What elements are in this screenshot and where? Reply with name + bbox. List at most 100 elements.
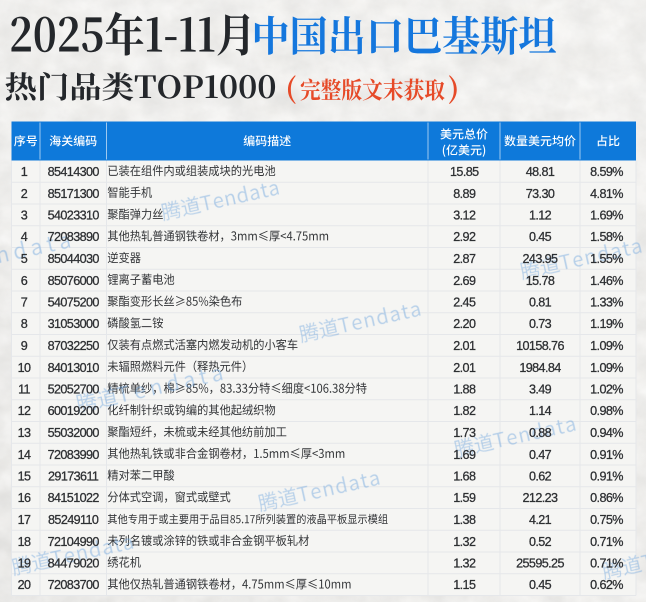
svg-text:2.01: 2.01 [453, 361, 476, 375]
svg-text:0.62: 0.62 [529, 470, 552, 484]
svg-text:84151022: 84151022 [48, 491, 100, 505]
svg-text:84013010: 84013010 [48, 361, 100, 375]
svg-text:85171300: 85171300 [48, 187, 100, 201]
svg-text:1.32: 1.32 [453, 557, 476, 571]
svg-text:2.92: 2.92 [453, 230, 476, 244]
svg-text:0.91%: 0.91% [590, 448, 623, 462]
svg-text:31053000: 31053000 [48, 317, 100, 331]
svg-text:1.15: 1.15 [453, 578, 476, 592]
svg-text:13: 13 [18, 426, 31, 440]
svg-text:6: 6 [21, 274, 28, 288]
svg-text:18: 18 [18, 535, 31, 549]
svg-text:85249110: 85249110 [48, 513, 99, 527]
svg-text:3.12: 3.12 [453, 209, 476, 223]
svg-text:11: 11 [18, 383, 30, 397]
svg-text:1.88: 1.88 [453, 383, 476, 397]
svg-text:2.01: 2.01 [453, 339, 476, 353]
svg-text:72104990: 72104990 [48, 535, 100, 549]
svg-text:10: 10 [18, 361, 31, 375]
svg-text:12: 12 [18, 404, 31, 418]
svg-text:4.81%: 4.81% [590, 187, 623, 201]
svg-text:2.87: 2.87 [453, 252, 476, 266]
svg-text:7: 7 [21, 296, 28, 310]
svg-text:1: 1 [21, 165, 28, 179]
svg-text:3.49: 3.49 [529, 383, 552, 397]
svg-text:1.46%: 1.46% [590, 274, 623, 288]
svg-text:52052700: 52052700 [48, 383, 100, 397]
svg-text:73.30: 73.30 [526, 187, 555, 201]
svg-text:1.32: 1.32 [453, 535, 476, 549]
svg-text:2.20: 2.20 [453, 317, 476, 331]
svg-text:8: 8 [21, 317, 28, 331]
svg-text:85414300: 85414300 [48, 165, 100, 179]
svg-text:25595.25: 25595.25 [516, 557, 564, 571]
svg-text:0.45: 0.45 [529, 230, 552, 244]
svg-text:17: 17 [18, 513, 31, 527]
svg-text:15.85: 15.85 [450, 165, 479, 179]
svg-text:1.58%: 1.58% [590, 230, 623, 244]
svg-text:29173611: 29173611 [48, 470, 99, 484]
svg-text:72083890: 72083890 [48, 230, 100, 244]
svg-text:0.52: 0.52 [529, 535, 552, 549]
svg-text:72083990: 72083990 [48, 448, 100, 462]
svg-text:1.59: 1.59 [453, 491, 476, 505]
svg-text:4: 4 [21, 230, 28, 244]
svg-text:3: 3 [21, 209, 28, 223]
svg-text:0.71%: 0.71% [590, 535, 623, 549]
svg-text:48.81: 48.81 [526, 165, 555, 179]
svg-text:8.59%: 8.59% [590, 165, 623, 179]
svg-text:1.55%: 1.55% [590, 252, 623, 266]
svg-text:0.81: 0.81 [529, 296, 552, 310]
svg-text:0.94%: 0.94% [590, 426, 623, 440]
svg-text:60019200: 60019200 [48, 404, 100, 418]
svg-text:16: 16 [18, 491, 31, 505]
svg-text:1984.84: 1984.84 [519, 361, 561, 375]
svg-text:72083700: 72083700 [48, 578, 100, 592]
svg-text:1.73: 1.73 [453, 426, 476, 440]
svg-text:0.73: 0.73 [529, 317, 552, 331]
svg-text:212.23: 212.23 [523, 491, 559, 505]
svg-text:54075200: 54075200 [48, 296, 100, 310]
svg-text:20: 20 [18, 578, 31, 592]
svg-text:1.68: 1.68 [453, 470, 476, 484]
svg-text:243.95: 243.95 [523, 252, 559, 266]
svg-text:87032250: 87032250 [48, 339, 100, 353]
svg-text:54023310: 54023310 [48, 209, 100, 223]
svg-text:84479020: 84479020 [48, 557, 100, 571]
svg-text:0.47: 0.47 [529, 448, 552, 462]
svg-text:1.09%: 1.09% [590, 339, 623, 353]
svg-text:85076000: 85076000 [48, 274, 100, 288]
svg-text:2.69: 2.69 [453, 274, 476, 288]
svg-text:1.09%: 1.09% [590, 361, 623, 375]
svg-text:1.38: 1.38 [453, 513, 476, 527]
svg-text:4.21: 4.21 [529, 513, 552, 527]
svg-text:0.86%: 0.86% [590, 491, 623, 505]
svg-text:2: 2 [21, 187, 28, 201]
svg-text:1.69: 1.69 [453, 448, 476, 462]
svg-text:0.91%: 0.91% [590, 470, 623, 484]
svg-text:1.69%: 1.69% [590, 209, 623, 223]
svg-text:19: 19 [18, 557, 31, 571]
svg-text:0.62%: 0.62% [590, 578, 623, 592]
svg-text:1.19%: 1.19% [590, 317, 623, 331]
svg-text:5: 5 [21, 252, 28, 266]
svg-text:10158.76: 10158.76 [516, 339, 564, 353]
svg-text:1.12: 1.12 [529, 209, 552, 223]
svg-text:1.82: 1.82 [453, 404, 476, 418]
svg-text:85044030: 85044030 [48, 252, 100, 266]
svg-text:1.14: 1.14 [529, 404, 552, 418]
svg-text:0.71%: 0.71% [590, 557, 623, 571]
svg-text:14: 14 [18, 448, 31, 462]
svg-text:55032000: 55032000 [48, 426, 100, 440]
svg-text:0.75%: 0.75% [590, 513, 623, 527]
svg-text:0.45: 0.45 [529, 578, 552, 592]
svg-text:1.02%: 1.02% [590, 383, 623, 397]
svg-text:0.88: 0.88 [529, 426, 552, 440]
svg-text:8.89: 8.89 [453, 187, 476, 201]
svg-text:1.33%: 1.33% [590, 296, 623, 310]
svg-text:9: 9 [21, 339, 28, 353]
svg-text:15: 15 [18, 470, 31, 484]
svg-text:2.45: 2.45 [453, 296, 476, 310]
svg-text:0.98%: 0.98% [590, 404, 623, 418]
svg-text:15.78: 15.78 [526, 274, 555, 288]
